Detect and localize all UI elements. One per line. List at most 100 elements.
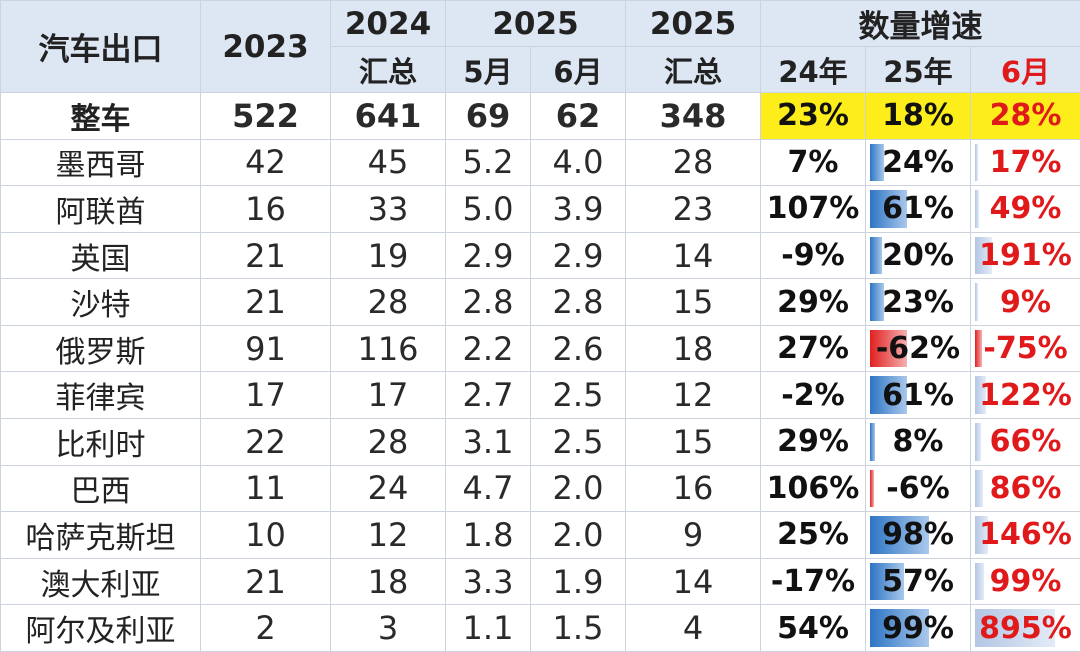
growth-jun-bar — [975, 330, 982, 368]
row-name: 哈萨克斯坦 — [1, 512, 201, 559]
row-name: 墨西哥 — [1, 139, 201, 186]
cell-2024: 19 — [331, 232, 446, 279]
cell-2025-sum: 12 — [626, 372, 761, 419]
cell-growth-24: 29% — [761, 279, 866, 326]
cell-2024: 116 — [331, 325, 446, 372]
header-growth: 数量增速 — [761, 1, 1080, 47]
header-2023: 2023 — [201, 1, 331, 93]
cell-growth-jun: 17% — [971, 139, 1080, 186]
growth-jun-bar — [975, 470, 983, 508]
row-name: 菲律宾 — [1, 372, 201, 419]
cell-may: 3.1 — [446, 419, 531, 466]
header-2025-sum-bottom: 汇总 — [626, 47, 761, 93]
cell-2025-sum: 18 — [626, 325, 761, 372]
cell-growth-24: 29% — [761, 419, 866, 466]
header-2024-top: 2024 — [331, 1, 446, 47]
cell-growth-jun: 122% — [971, 372, 1080, 419]
cell-jun: 2.0 — [531, 465, 626, 512]
cell-may: 2.9 — [446, 232, 531, 279]
cell-growth-jun-text: 17% — [990, 145, 1062, 180]
cell-growth-25: 20% — [866, 232, 971, 279]
row-name: 俄罗斯 — [1, 325, 201, 372]
cell-may: 2.2 — [446, 325, 531, 372]
cell-2025-sum: 28 — [626, 139, 761, 186]
cell-growth-25-text: -6% — [886, 471, 949, 506]
row-name: 整车 — [1, 93, 201, 140]
growth-jun-bar — [975, 423, 981, 461]
growth-25-bar — [870, 237, 882, 275]
cell-2025-sum: 15 — [626, 279, 761, 326]
cell-growth-25: -62% — [866, 325, 971, 372]
cell-growth-jun-text: -75% — [983, 331, 1067, 366]
cell-2023: 2 — [201, 605, 331, 652]
cell-jun: 2.8 — [531, 279, 626, 326]
cell-growth-24: -17% — [761, 558, 866, 605]
cell-growth-25-text: 61% — [882, 378, 954, 413]
cell-growth-24: -2% — [761, 372, 866, 419]
cell-growth-25: -6% — [866, 465, 971, 512]
cell-2024: 17 — [331, 372, 446, 419]
cell-growth-jun: 86% — [971, 465, 1080, 512]
cell-2025-sum: 14 — [626, 558, 761, 605]
cell-growth-25-text: -62% — [876, 331, 960, 366]
growth-jun-bar — [975, 190, 979, 228]
cell-may: 2.8 — [446, 279, 531, 326]
cell-jun: 2.5 — [531, 419, 626, 466]
cell-jun: 2.9 — [531, 232, 626, 279]
cell-growth-24: 106% — [761, 465, 866, 512]
row-name: 英国 — [1, 232, 201, 279]
cell-jun: 1.9 — [531, 558, 626, 605]
cell-growth-jun: 49% — [971, 186, 1080, 233]
growth-jun-bar — [975, 563, 984, 601]
cell-2024: 641 — [331, 93, 446, 140]
cell-jun: 2.5 — [531, 372, 626, 419]
cell-growth-jun: 66% — [971, 419, 1080, 466]
cell-may: 2.7 — [446, 372, 531, 419]
cell-growth-25-text: 20% — [882, 238, 954, 273]
cell-2025-sum: 16 — [626, 465, 761, 512]
cell-2025-sum: 23 — [626, 186, 761, 233]
cell-growth-jun-text: 86% — [990, 471, 1062, 506]
cell-may: 1.1 — [446, 605, 531, 652]
header-2024-bottom: 汇总 — [331, 47, 446, 93]
cell-growth-jun-text: 49% — [990, 191, 1062, 226]
cell-growth-25: 61% — [866, 372, 971, 419]
row-name: 阿联酋 — [1, 186, 201, 233]
cell-growth-25-text: 8% — [893, 424, 944, 459]
cell-growth-jun: 146% — [971, 512, 1080, 559]
cell-2023: 91 — [201, 325, 331, 372]
cell-growth-24: 23% — [761, 93, 866, 140]
header-2025-sum-top: 2025 — [626, 1, 761, 47]
cell-growth-jun-text: 99% — [990, 564, 1062, 599]
row-name: 沙特 — [1, 279, 201, 326]
cell-growth-25: 61% — [866, 186, 971, 233]
header-g24: 24年 — [761, 47, 866, 93]
row-name: 巴西 — [1, 465, 201, 512]
cell-2025-sum: 4 — [626, 605, 761, 652]
cell-growth-25-text: 57% — [882, 564, 954, 599]
cell-jun: 2.6 — [531, 325, 626, 372]
row-name: 比利时 — [1, 419, 201, 466]
cell-2024: 18 — [331, 558, 446, 605]
cell-may: 1.8 — [446, 512, 531, 559]
cell-2023: 522 — [201, 93, 331, 140]
cell-growth-25-text: 18% — [882, 98, 954, 133]
cell-2025-sum: 14 — [626, 232, 761, 279]
cell-2023: 21 — [201, 558, 331, 605]
header-2025-monthly: 2025 — [446, 1, 626, 47]
cell-2024: 28 — [331, 419, 446, 466]
cell-growth-jun-text: 9% — [1000, 285, 1051, 320]
cell-2023: 42 — [201, 139, 331, 186]
cell-growth-jun-text: 122% — [979, 378, 1072, 413]
cell-growth-25: 24% — [866, 139, 971, 186]
